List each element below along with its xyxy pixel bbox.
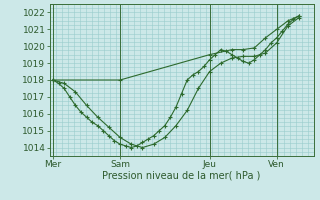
X-axis label: Pression niveau de la mer( hPa ): Pression niveau de la mer( hPa ) [102, 171, 261, 181]
